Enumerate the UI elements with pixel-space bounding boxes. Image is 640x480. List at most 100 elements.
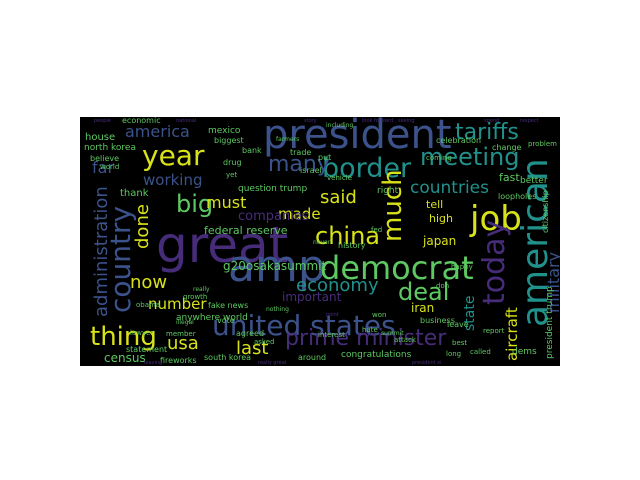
word-federal-reserve: federal reserve bbox=[204, 224, 288, 237]
word-number: number bbox=[148, 295, 207, 313]
word-problem: problem bbox=[528, 140, 557, 148]
word-world: world bbox=[100, 163, 120, 171]
word-congratulations: congratulations bbox=[341, 350, 412, 360]
word-biggest: biggest bbox=[214, 136, 244, 145]
word-cloud: president great amp democrat united stat… bbox=[80, 117, 560, 366]
word-won: won bbox=[372, 311, 387, 319]
word-border: border bbox=[322, 153, 412, 184]
word-job: job bbox=[470, 199, 522, 239]
word-look-forward: look forward bbox=[362, 118, 394, 124]
word-big: big bbox=[176, 190, 214, 218]
word-bank: bank bbox=[242, 146, 262, 155]
word-fed: fed bbox=[371, 226, 383, 234]
word-g20osakasummit: g20osakasummit bbox=[223, 259, 327, 273]
word-made: made bbox=[278, 205, 321, 223]
word-last: last bbox=[236, 338, 269, 359]
word-question-trump: question trump bbox=[238, 184, 308, 194]
word-around: around bbox=[298, 353, 327, 362]
word-administration: administration bbox=[91, 186, 112, 317]
word-great: great bbox=[156, 216, 289, 274]
word-thing: thing bbox=[90, 322, 157, 352]
word-now: now bbox=[130, 272, 168, 293]
word-don: don bbox=[436, 282, 450, 290]
word-lawyer: lawyer bbox=[130, 329, 154, 337]
word-today: today bbox=[477, 219, 512, 305]
word-put: put bbox=[318, 153, 332, 162]
word-best: best bbox=[452, 339, 468, 347]
word-really: really bbox=[193, 286, 210, 293]
word-never: never bbox=[313, 239, 331, 246]
word-countries: countries bbox=[410, 178, 489, 198]
word-vehicle: vehicle bbox=[327, 174, 352, 182]
word-hate: hate bbox=[362, 326, 378, 334]
word-iran: iran bbox=[411, 301, 435, 315]
word-companies: companies bbox=[238, 209, 309, 224]
word-anywhere-world: anywhere world bbox=[176, 313, 248, 323]
word-right: right bbox=[377, 186, 399, 196]
word-including: including bbox=[326, 122, 354, 129]
word-obama: obama bbox=[136, 301, 161, 309]
word-far: far bbox=[92, 158, 115, 177]
word-long: long bbox=[446, 350, 462, 358]
word-called: called bbox=[470, 348, 491, 356]
word-farmers: farmers bbox=[276, 136, 300, 143]
word-meeting: meeting bbox=[420, 143, 520, 171]
word-prime-minister: prime minister bbox=[285, 326, 447, 351]
word-united-states: united states bbox=[212, 309, 396, 342]
word-happy: happy bbox=[451, 263, 473, 271]
word-america: america bbox=[125, 122, 190, 141]
word-coming: coming bbox=[426, 154, 452, 162]
word-business: business bbox=[420, 316, 455, 325]
word-report: report bbox=[483, 327, 505, 335]
word-must: must bbox=[206, 193, 247, 212]
word-spend: spend bbox=[484, 118, 500, 124]
word-citizenship: citizenship bbox=[541, 190, 550, 233]
word-asked: asked bbox=[254, 338, 275, 346]
word-dems: dems bbox=[512, 347, 537, 357]
word-growth: growth bbox=[183, 293, 208, 301]
word-national: national bbox=[176, 118, 197, 124]
word-point: point bbox=[326, 312, 339, 318]
word-really-great: really great bbox=[258, 360, 287, 366]
word-leave: leave bbox=[447, 320, 469, 329]
word-attack: attack bbox=[394, 336, 416, 344]
word-year: year bbox=[142, 139, 205, 172]
word-house: house bbox=[85, 132, 116, 143]
word-economic: economic bbox=[122, 117, 161, 125]
word-believe: believe bbox=[90, 154, 120, 163]
word-yet: yet bbox=[226, 171, 238, 179]
word-done: done bbox=[132, 204, 153, 249]
word-important: important bbox=[282, 290, 342, 304]
word-celebration: celebration bbox=[436, 136, 482, 145]
word-japan: japan bbox=[423, 234, 457, 248]
word-leaving: leaving bbox=[144, 360, 163, 366]
word-many: many bbox=[268, 152, 330, 177]
word-interest: interest bbox=[318, 331, 345, 339]
word-working: working bbox=[143, 171, 203, 189]
word-high: high bbox=[429, 212, 453, 225]
word-better: better bbox=[520, 176, 548, 186]
word-president-trump: president trump bbox=[545, 286, 555, 359]
word-deal: deal bbox=[398, 278, 450, 306]
word-amp: amp bbox=[228, 241, 326, 292]
word-nothing: nothing bbox=[266, 306, 289, 313]
word-fireworks: fireworks bbox=[160, 356, 197, 365]
word-summit: summit bbox=[381, 330, 404, 337]
word-drug: drug bbox=[223, 158, 242, 167]
word-thank: thank bbox=[120, 188, 149, 199]
word-president-xi: president xi bbox=[412, 360, 442, 366]
word-mexico: mexico bbox=[208, 126, 241, 136]
word-census: census bbox=[104, 351, 146, 365]
word-usa: usa bbox=[167, 333, 199, 354]
word-much: much bbox=[378, 169, 408, 242]
word-north-korea: north korea bbox=[84, 143, 136, 153]
word-tell: tell bbox=[426, 198, 444, 211]
word-change: change bbox=[492, 143, 522, 152]
word-agreed: agreed bbox=[236, 329, 265, 338]
word-seeing: seeing bbox=[398, 118, 415, 124]
word-israel: israel bbox=[300, 166, 322, 175]
word-fast: fast bbox=[499, 171, 520, 184]
word-fake-news: fake news bbox=[208, 301, 249, 310]
word-respect: respect bbox=[520, 118, 539, 124]
word-trade: trade bbox=[290, 148, 312, 157]
